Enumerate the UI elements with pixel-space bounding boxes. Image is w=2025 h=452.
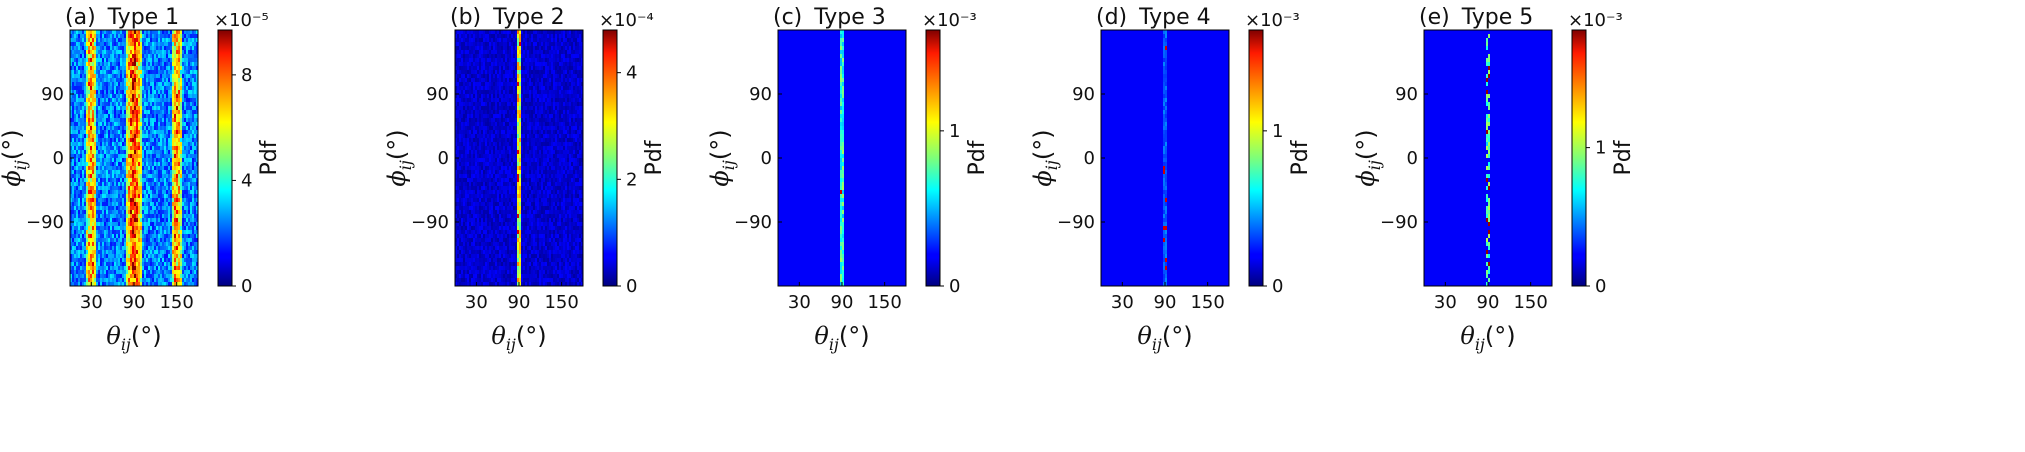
y-axis-label: ϕij(°) bbox=[0, 129, 30, 186]
panel-title: (a) Type 1 bbox=[65, 5, 179, 30]
y-tick-label: 90 bbox=[41, 84, 64, 105]
x-tick-label: 90 bbox=[123, 292, 146, 313]
colorbar-tick-label: 0 bbox=[241, 276, 252, 297]
heatmap-cells bbox=[70, 30, 199, 287]
y-tick-label: −90 bbox=[26, 212, 64, 233]
colorbar bbox=[217, 29, 233, 287]
heatmap-cells bbox=[455, 30, 584, 287]
chart-panel-1: 30 90 150 90 0 −90 (a) Type 1 θij(°) ϕij(°) 0 4 8 ×10… bbox=[0, 5, 282, 354]
panel-type-name: Type 1 bbox=[107, 5, 180, 30]
panel-label: (a) bbox=[65, 5, 96, 30]
x-axis-label: θij(°) bbox=[106, 322, 161, 354]
colorbar-tick-label: 4 bbox=[241, 170, 252, 191]
colorbar-label: Pdf bbox=[257, 139, 282, 175]
x-tick-label: 30 bbox=[80, 292, 103, 313]
y-tick-label: 0 bbox=[53, 148, 64, 169]
colorbar-exponent: ×10⁻⁵ bbox=[214, 10, 269, 31]
x-tick-label: 150 bbox=[159, 292, 193, 313]
colorbar-tick-label: 8 bbox=[241, 65, 252, 86]
